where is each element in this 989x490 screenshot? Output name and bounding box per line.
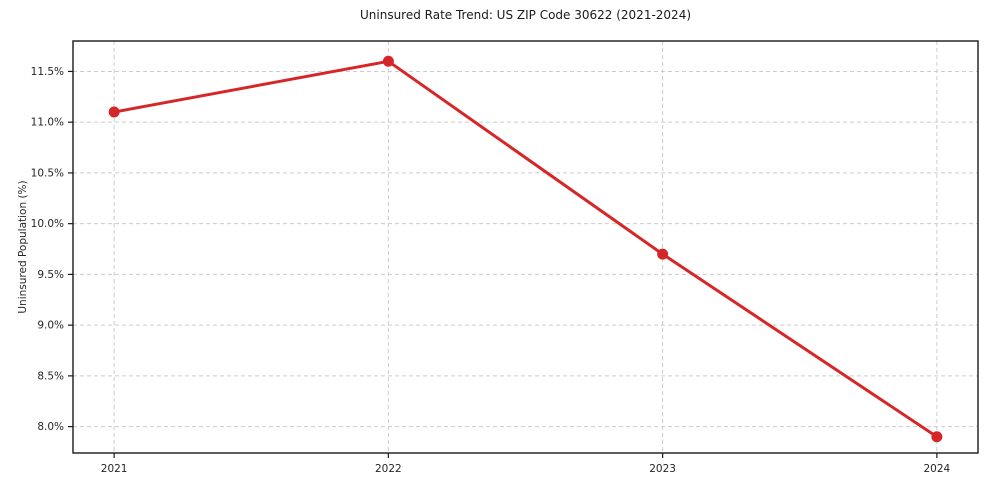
y-tick-label: 8.5%: [37, 370, 64, 382]
y-tick-label: 10.0%: [31, 218, 64, 230]
plot-frame: [72, 40, 979, 454]
data-point-marker: [382, 55, 394, 67]
y-tick-label: 11.0%: [31, 117, 64, 129]
y-tick-label: 10.5%: [31, 167, 64, 179]
trend-line: [112, 59, 939, 439]
data-point-marker: [108, 106, 120, 118]
x-tick-label: 2024: [923, 463, 950, 475]
y-tick-label: 9.5%: [37, 269, 64, 281]
data-point-marker: [931, 431, 943, 443]
x-tick-label: 2021: [101, 463, 128, 475]
y-tick-label: 8.0%: [37, 421, 64, 433]
data-point-marker: [657, 248, 669, 260]
chart-title: Uninsured Rate Trend: US ZIP Code 30622 …: [359, 8, 692, 22]
x-tick-label: 2023: [649, 463, 676, 475]
y-tick-label: 9.0%: [37, 320, 64, 332]
x-tick-label: 2022: [375, 463, 402, 475]
y-tick-label: 11.5%: [31, 66, 64, 78]
